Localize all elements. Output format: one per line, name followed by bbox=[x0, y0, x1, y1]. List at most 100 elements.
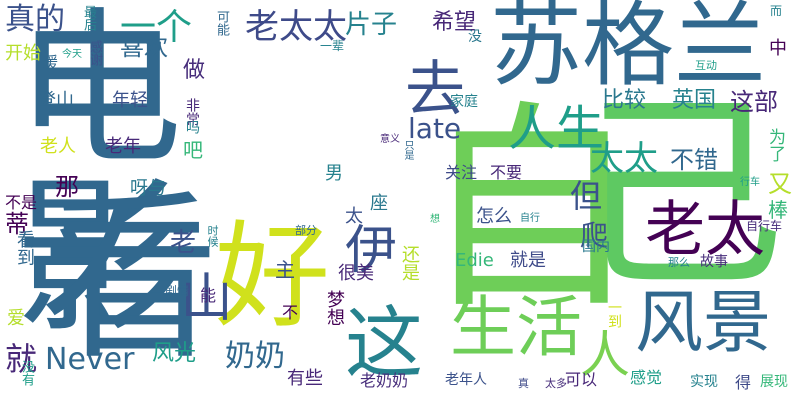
word-片子: 片子 bbox=[345, 10, 398, 40]
word-比较: 比较 bbox=[602, 88, 647, 113]
word-感觉: 感觉 bbox=[630, 368, 663, 387]
word-想: 想 bbox=[430, 214, 440, 225]
word-电影: 电影 bbox=[0, 0, 182, 336]
word-不: 不 bbox=[282, 303, 299, 322]
word-今天: 今天 bbox=[62, 49, 82, 60]
word-中: 中 bbox=[769, 38, 787, 59]
word-吧: 吧 bbox=[183, 138, 203, 162]
word-真的: 真的 bbox=[5, 2, 65, 37]
word-实现: 实现 bbox=[690, 374, 718, 390]
word-可以: 可以 bbox=[565, 370, 598, 389]
word-风景: 风景 bbox=[635, 284, 772, 363]
word-能: 能 bbox=[200, 286, 217, 305]
word-己: 己 bbox=[575, 72, 786, 317]
word-人: 人 bbox=[580, 326, 630, 384]
word-而: 而 bbox=[770, 4, 783, 18]
word-late: late bbox=[408, 112, 462, 145]
word-太: 太 bbox=[345, 206, 363, 227]
word-一辈: 一辈 bbox=[320, 39, 345, 53]
word-行车: 行车 bbox=[740, 177, 760, 188]
word-Edie: Edie bbox=[455, 250, 494, 271]
word-奶奶: 奶奶 bbox=[225, 339, 285, 374]
word-太太: 太太 bbox=[590, 139, 658, 179]
word-不是: 不是 bbox=[5, 193, 38, 212]
word-很美: 很美 bbox=[338, 263, 374, 284]
word-意义: 意义 bbox=[380, 134, 400, 145]
word-暖: 暖 bbox=[42, 53, 59, 72]
word-好: 好 bbox=[215, 210, 331, 344]
word-苏格兰: 苏格兰 bbox=[490, 0, 767, 99]
word-老年人: 老年人 bbox=[445, 372, 487, 388]
word-又: 又 bbox=[768, 170, 792, 198]
word-棒: 棒 bbox=[768, 198, 788, 222]
word-自行车: 自行车 bbox=[746, 219, 783, 233]
word-那么: 那么 bbox=[668, 256, 690, 269]
word-没: 没 bbox=[468, 29, 482, 45]
word-太多: 太多 bbox=[545, 377, 567, 390]
word-自行: 自行 bbox=[520, 213, 540, 224]
word-展现: 展现 bbox=[760, 374, 788, 390]
word-老奶奶: 老奶奶 bbox=[360, 371, 409, 390]
word-不错: 不错 bbox=[670, 146, 718, 174]
word-做: 做 bbox=[183, 58, 206, 83]
word-但: 但 bbox=[570, 177, 603, 215]
word-Never: Never bbox=[45, 342, 135, 377]
word-国内: 国内 bbox=[582, 239, 610, 255]
word-就: 就 bbox=[5, 340, 38, 378]
word-风光: 风光 bbox=[152, 341, 197, 366]
word-故事: 故事 bbox=[700, 254, 728, 270]
word-只是: 只是 bbox=[402, 140, 413, 160]
word-有些: 有些 bbox=[287, 368, 323, 389]
word-得: 得 bbox=[735, 373, 752, 392]
word-座: 座 bbox=[370, 193, 388, 214]
word-年轻: 年轻 bbox=[112, 90, 148, 111]
word-希望: 希望 bbox=[432, 10, 477, 35]
word-呀与: 呀与 bbox=[130, 178, 166, 199]
word-老人: 老人 bbox=[40, 136, 76, 157]
word-不要: 不要 bbox=[490, 163, 523, 182]
word-那: 那 bbox=[55, 173, 79, 201]
word-看到: 看到 bbox=[14, 230, 35, 266]
word-家庭: 家庭 bbox=[450, 94, 478, 110]
word-去: 去 bbox=[405, 55, 465, 125]
word-老: 老 bbox=[170, 228, 197, 258]
word-最后: 最后 bbox=[81, 5, 96, 31]
word-人生: 人生 bbox=[508, 101, 605, 157]
word-男: 男 bbox=[325, 163, 343, 184]
word-老太太: 老太太 bbox=[245, 7, 347, 47]
word-爱: 爱 bbox=[4, 308, 25, 326]
word-吗: 吗 bbox=[184, 120, 200, 134]
word-这部: 这部 bbox=[730, 88, 778, 116]
word-这: 这 bbox=[345, 299, 424, 389]
word-没有: 没有 bbox=[19, 360, 34, 386]
word-非常: 非常 bbox=[184, 98, 200, 126]
word-怎么: 怎么 bbox=[476, 206, 512, 227]
word-蒂: 蒂 bbox=[5, 210, 29, 238]
word-可能: 可能 bbox=[214, 10, 229, 36]
word-生活: 生活 bbox=[450, 289, 582, 366]
word-时候: 时候 bbox=[206, 225, 219, 247]
word-就是: 就是 bbox=[510, 250, 546, 271]
word-剧情: 剧情 bbox=[165, 284, 190, 298]
word-还是: 还是 bbox=[399, 245, 420, 281]
word-关注: 关注 bbox=[445, 163, 478, 182]
word-感谢: 感谢 bbox=[87, 40, 102, 66]
word-自: 自 bbox=[420, 82, 641, 338]
word-一个: 一个 bbox=[120, 7, 193, 48]
word-老年: 老年 bbox=[105, 136, 141, 157]
word-爬: 爬 bbox=[580, 219, 609, 252]
word-梦想: 梦想 bbox=[324, 290, 345, 326]
word-英国: 英国 bbox=[672, 88, 717, 113]
word-山: 山 bbox=[171, 270, 231, 322]
word-真: 真 bbox=[518, 377, 529, 390]
word-为了: 为了 bbox=[765, 128, 785, 162]
word-一到: 一到 bbox=[606, 300, 622, 328]
word-开始: 开始 bbox=[5, 43, 41, 64]
word-喜欢: 喜欢 bbox=[120, 33, 168, 61]
word-主: 主 bbox=[275, 258, 295, 282]
word-登山: 登山 bbox=[38, 90, 74, 111]
word-看: 看 bbox=[40, 175, 221, 384]
word-伊: 伊 bbox=[345, 221, 398, 281]
word-部分: 部分 bbox=[295, 224, 317, 237]
